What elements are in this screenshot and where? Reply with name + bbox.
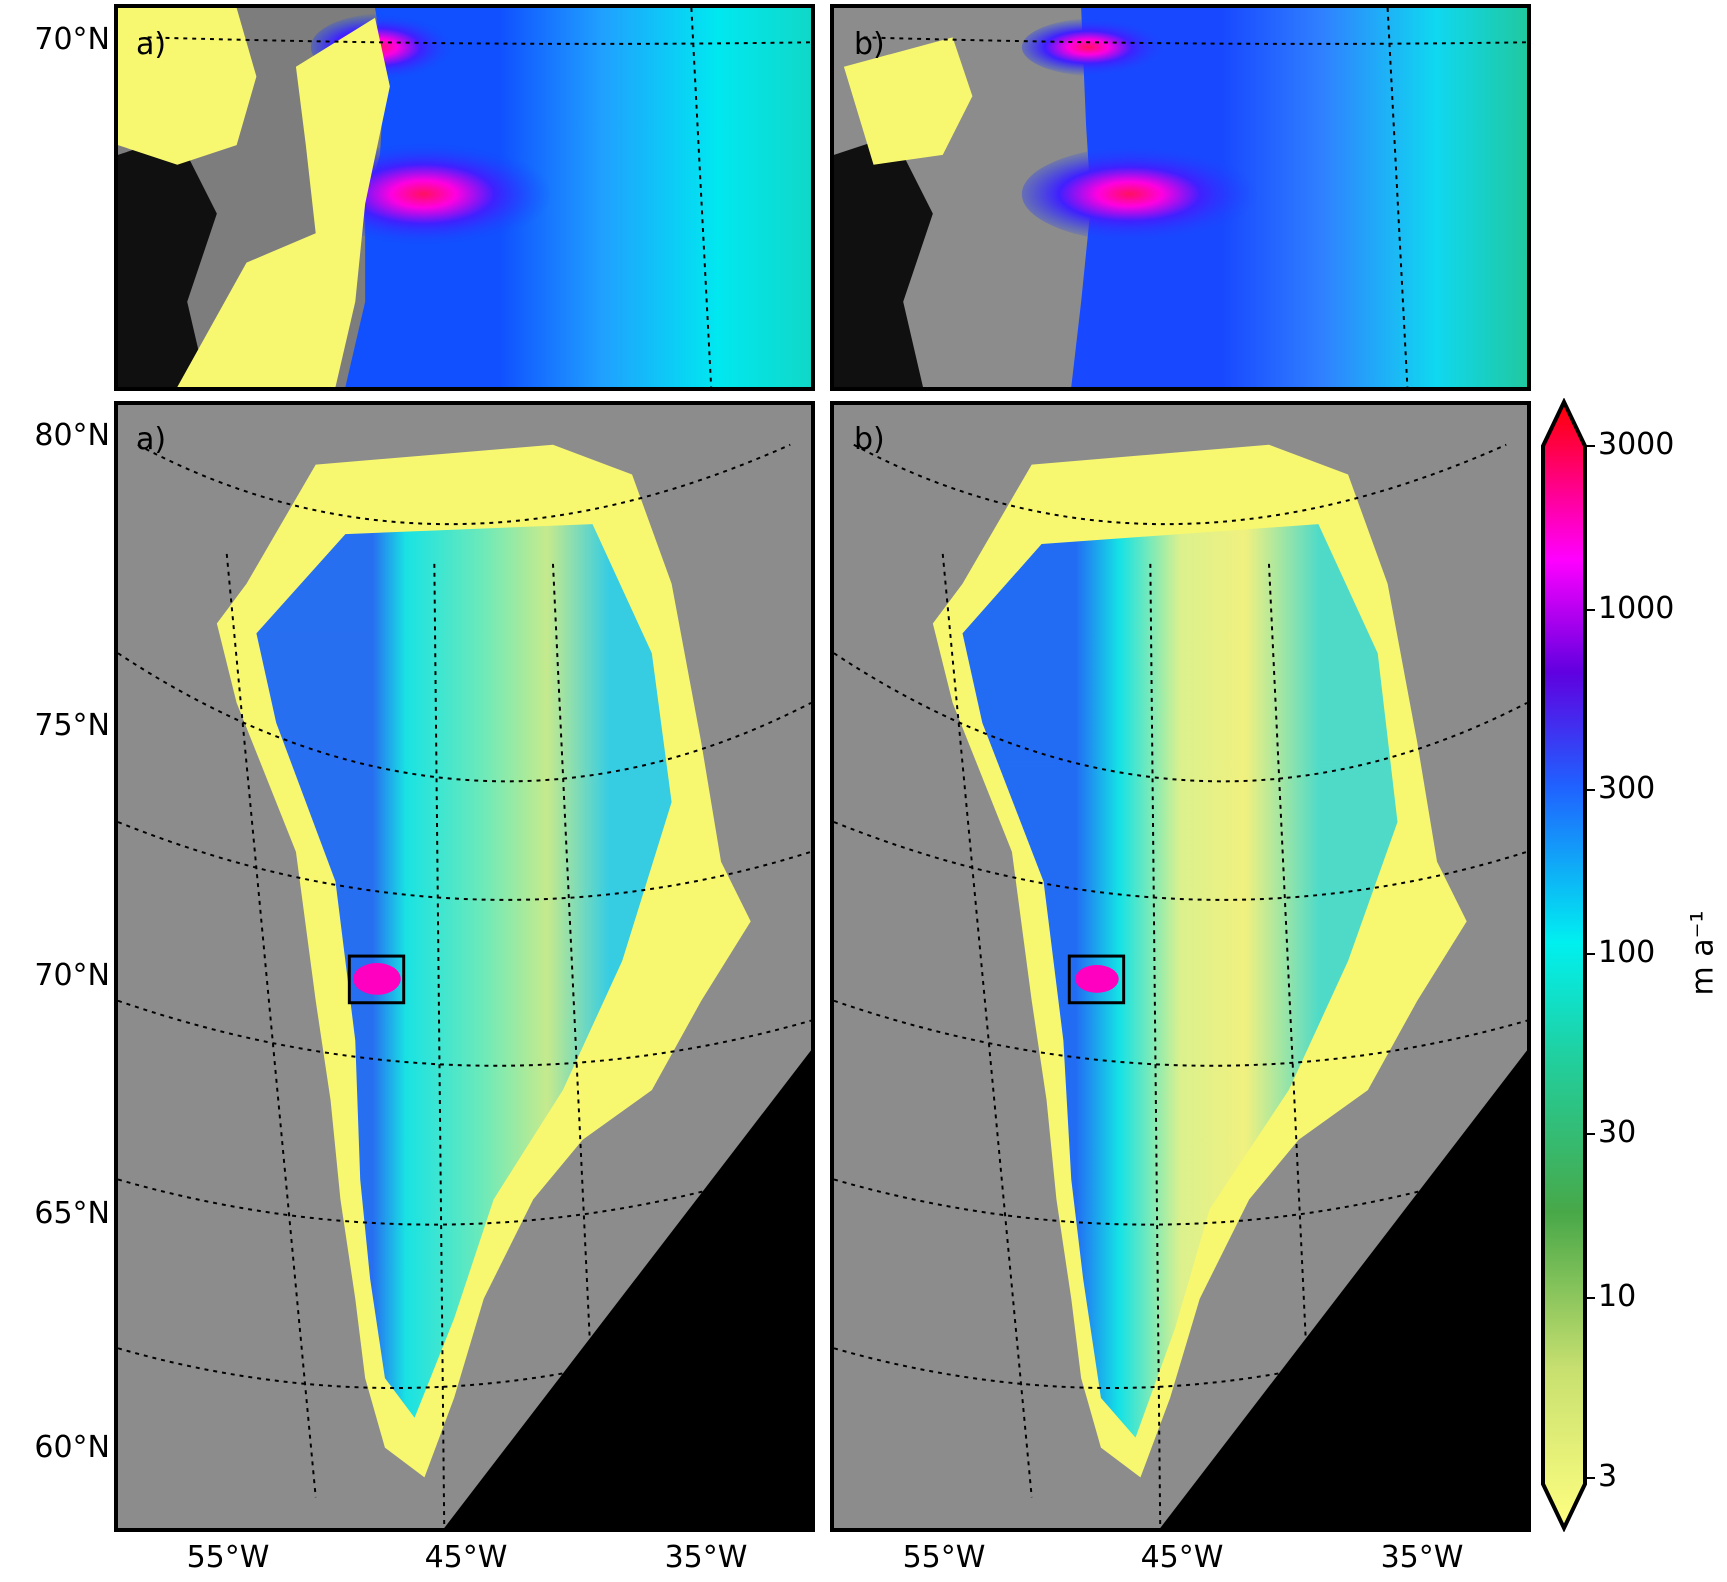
colorbar-unit-label: m a⁻¹ xyxy=(1685,910,1721,996)
map-panel-top-a: a) xyxy=(114,4,815,391)
colorbar-tick-label: 300 xyxy=(1598,771,1656,806)
fast-flow-glacier xyxy=(1021,145,1279,244)
colorbar-tick-label: 30 xyxy=(1598,1115,1637,1150)
slow-margin-coast xyxy=(177,17,390,387)
colorbar-body xyxy=(1541,398,1587,1532)
lon-label-b-35w: 35°W xyxy=(1380,1540,1464,1575)
fast-glacier-box xyxy=(1075,965,1119,993)
ice-flow-interior xyxy=(256,524,672,1418)
fast-flow-glacier-north xyxy=(1021,17,1181,77)
ice-sheet xyxy=(1071,8,1527,387)
lon-label-b-45w: 45°W xyxy=(1140,1540,1224,1575)
lon-label-a-55w: 55°W xyxy=(186,1540,270,1575)
fast-flow-glacier xyxy=(315,140,573,248)
colorbar-tick-label: 3 xyxy=(1598,1459,1618,1494)
graticule xyxy=(147,8,811,387)
velocity-map-top-b xyxy=(834,8,1527,387)
colorbar-tick-mark xyxy=(1585,1477,1595,1479)
lat-label-75: 75°N xyxy=(34,708,110,743)
lon-label-a-35w: 35°W xyxy=(664,1540,748,1575)
study-area-box xyxy=(347,954,406,1005)
colorbar-tick-label: 3000 xyxy=(1598,427,1675,462)
fast-glacier-box xyxy=(353,963,401,995)
map-panel-bottom-a: a) xyxy=(114,401,815,1532)
colorbar-tick-label: 10 xyxy=(1598,1279,1637,1315)
colorbar-tick-label: 1000 xyxy=(1598,591,1675,627)
colorbar-tick-mark xyxy=(1585,445,1595,447)
colorbar-tick-mark xyxy=(1585,953,1595,956)
map-panel-top-b: b) xyxy=(830,4,1531,391)
graticule xyxy=(834,443,1527,1528)
ocean-area xyxy=(1160,1050,1527,1528)
map-panel-bottom-b: b) xyxy=(830,401,1531,1532)
velocity-map-bottom-b xyxy=(834,405,1527,1528)
velocity-map-bottom-a xyxy=(118,405,811,1528)
colorbar-tick-label: 100 xyxy=(1598,935,1656,971)
lon-label-a-45w: 45°W xyxy=(424,1540,508,1575)
colorbar-tick-mark xyxy=(1585,609,1595,612)
colorbar xyxy=(1541,398,1587,1532)
colorbar-tick-mark xyxy=(1585,1297,1595,1300)
lon-label-b-55w: 55°W xyxy=(902,1540,986,1575)
ice-sheet xyxy=(345,8,811,387)
study-area-box xyxy=(1067,954,1126,1005)
panel-label-top-b: b) xyxy=(854,27,885,62)
ocean-area xyxy=(118,135,217,387)
colorbar-tick-mark xyxy=(1585,789,1595,791)
slow-margin xyxy=(843,37,973,165)
panel-label-top-a: a) xyxy=(136,27,167,62)
lat-label-65: 65°N xyxy=(34,1196,110,1231)
ocean-area xyxy=(834,135,933,387)
lat-label-70: 70°N xyxy=(34,958,110,993)
graticule xyxy=(118,443,811,1528)
lat-label-60: 60°N xyxy=(34,1430,110,1465)
graticule xyxy=(863,8,1527,387)
panel-label-bottom-b: b) xyxy=(854,422,885,457)
lat-label-80: 80°N xyxy=(34,418,110,453)
ice-flow-interior xyxy=(962,524,1398,1438)
panel-label-bottom-a: a) xyxy=(136,422,167,457)
lat-label-top-70: 70°N xyxy=(34,22,110,57)
colorbar-tick-mark xyxy=(1585,1133,1595,1135)
slow-margin xyxy=(118,8,257,165)
velocity-map-top-a xyxy=(118,8,811,387)
